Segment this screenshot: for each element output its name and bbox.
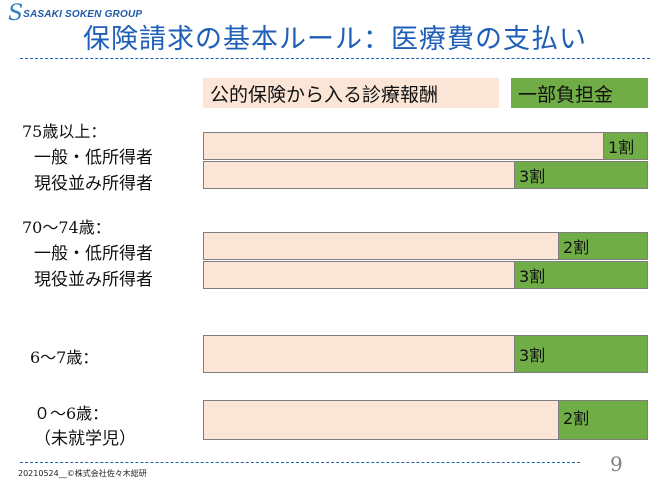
footer-divider bbox=[20, 462, 580, 463]
group-heading-70-74: 70～74歳： bbox=[22, 218, 111, 237]
ratio-bar-70-general: 2割 bbox=[203, 232, 648, 260]
public-insurance-segment bbox=[204, 162, 514, 188]
public-insurance-segment bbox=[204, 262, 514, 288]
ratio-bar-0-6: 2割 bbox=[203, 400, 648, 440]
ratio-bar-70-active: 3割 bbox=[203, 261, 648, 289]
logo-swoosh-icon: S bbox=[8, 1, 24, 26]
copay-segment: 2割 bbox=[558, 233, 647, 259]
group-heading-6-7: 6～7歳： bbox=[30, 348, 99, 367]
copay-segment: 3割 bbox=[514, 162, 647, 188]
public-insurance-segment bbox=[204, 133, 603, 159]
ratio-bar-6-7: 3割 bbox=[203, 335, 648, 373]
company-logo: S SASAKI SOKEN GROUP bbox=[8, 1, 143, 26]
public-insurance-segment bbox=[204, 401, 558, 439]
group-heading-0-6: ０～6歳： bbox=[34, 404, 109, 423]
footer-copyright: 20210524__©株式会社佐々木総研 bbox=[18, 469, 147, 478]
ratio-bar-75-general: 1割 bbox=[203, 132, 648, 160]
title-divider bbox=[20, 58, 650, 59]
row-label-70-general: 一般・低所得者 bbox=[34, 244, 153, 264]
copay-segment: 2割 bbox=[558, 401, 647, 439]
copay-segment: 1割 bbox=[603, 133, 647, 159]
copay-segment: 3割 bbox=[514, 262, 647, 288]
slide-title: 保険請求の基本ルール：医療費の支払い bbox=[83, 24, 587, 55]
public-insurance-segment bbox=[204, 233, 558, 259]
legend-copay: 一部負担金 bbox=[511, 78, 648, 108]
row-label-preschool: （未就学児） bbox=[34, 429, 136, 449]
group-heading-75-plus: 75歳以上： bbox=[22, 122, 107, 141]
row-label-70-active: 現役並み所得者 bbox=[34, 270, 153, 290]
page-number: 9 bbox=[610, 452, 623, 476]
copay-segment: 3割 bbox=[514, 336, 647, 372]
public-insurance-segment bbox=[204, 336, 514, 372]
row-label-75-general: 一般・低所得者 bbox=[34, 148, 153, 168]
legend-public-insurance: 公的保険から入る診療報酬 bbox=[203, 78, 499, 108]
ratio-bar-75-active: 3割 bbox=[203, 161, 648, 189]
row-label-75-active: 現役並み所得者 bbox=[34, 174, 153, 194]
logo-text: SASAKI SOKEN GROUP bbox=[23, 9, 143, 20]
